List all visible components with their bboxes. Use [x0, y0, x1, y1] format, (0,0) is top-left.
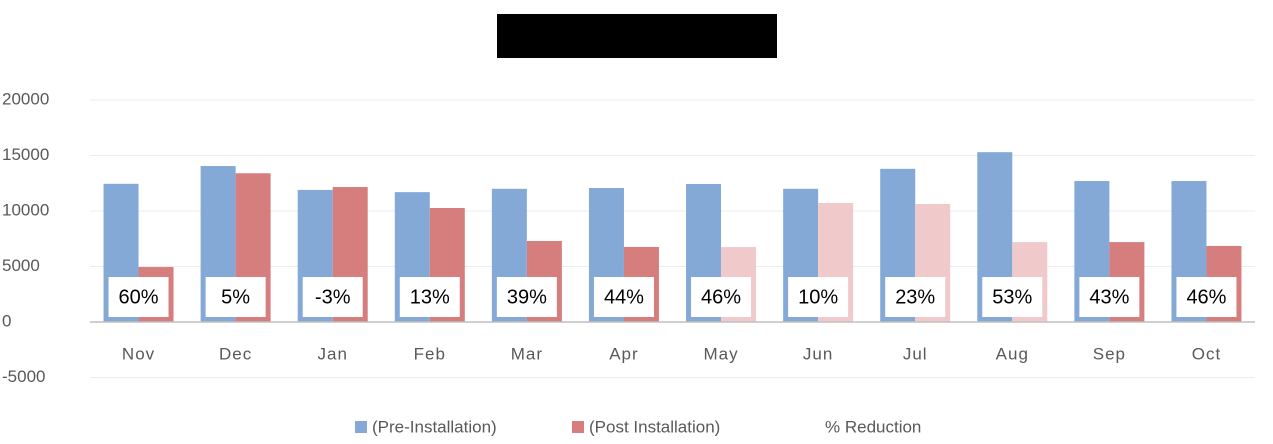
y-tick-label: 0: [2, 311, 11, 330]
data-label-box: [496, 277, 557, 317]
data-label-box: [1176, 277, 1237, 317]
x-tick-label: Aug: [996, 344, 1029, 363]
legend-swatch: [572, 421, 584, 433]
y-tick-label: 15000: [2, 145, 49, 164]
data-label: 44%: [604, 286, 644, 308]
y-tick-label: 10000: [2, 200, 49, 219]
x-tick-label: Dec: [219, 344, 252, 363]
x-tick-label: Feb: [414, 344, 446, 363]
y-tick-label: -5000: [2, 367, 45, 386]
data-label: 39%: [507, 286, 547, 308]
data-label-box: [982, 277, 1043, 317]
x-tick-label: Mar: [511, 344, 543, 363]
data-label: 43%: [1089, 286, 1129, 308]
x-tick-label: May: [703, 344, 738, 363]
redacted-title: [497, 14, 777, 58]
legend-label: % Reduction: [825, 417, 921, 436]
y-tick-label: 5000: [2, 256, 40, 275]
data-label: 60%: [119, 286, 159, 308]
data-label-box: [691, 277, 752, 317]
x-tick-label: Jun: [803, 344, 833, 363]
data-label-box: [788, 277, 849, 317]
data-label: 46%: [701, 286, 741, 308]
x-tick-label: Jul: [903, 344, 928, 363]
data-label-box: [399, 277, 460, 317]
data-label: 46%: [1186, 286, 1226, 308]
data-label-box: [593, 277, 654, 317]
data-label-box: [302, 277, 363, 317]
data-label: 13%: [410, 286, 450, 308]
data-label-box: [885, 277, 946, 317]
data-label: -3%: [315, 286, 351, 308]
legend-swatch: [355, 421, 367, 433]
data-label-box: [205, 277, 266, 317]
data-label: 23%: [895, 286, 935, 308]
data-label: 10%: [798, 286, 838, 308]
x-tick-label: Oct: [1192, 344, 1221, 363]
data-label: 53%: [992, 286, 1032, 308]
y-tick-label: 20000: [2, 89, 49, 108]
legend-label: (Post Installation): [589, 417, 720, 436]
x-tick-label: Nov: [122, 344, 155, 363]
legend-label: (Pre-Installation): [372, 417, 497, 436]
data-label: 5%: [221, 286, 250, 308]
data-label-box: [1079, 277, 1140, 317]
x-tick-label: Apr: [609, 344, 638, 363]
x-tick-label: Sep: [1093, 344, 1126, 363]
x-tick-label: Jan: [317, 344, 347, 363]
data-label-box: [108, 277, 169, 317]
